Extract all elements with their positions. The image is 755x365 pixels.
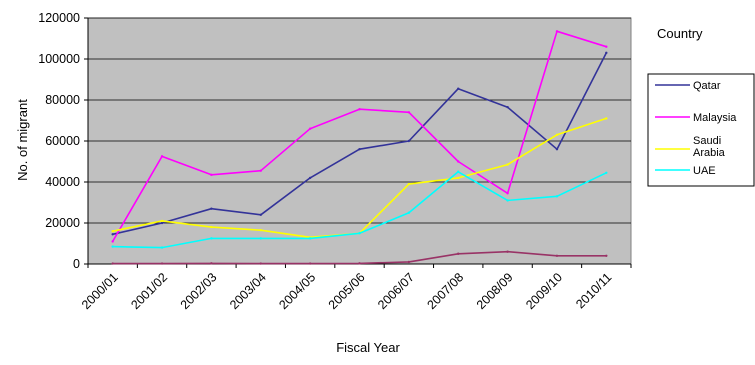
data-point	[160, 246, 164, 249]
data-point	[358, 232, 361, 235]
legend-label: Qatar	[693, 80, 721, 92]
data-point	[506, 250, 509, 253]
data-point	[457, 170, 460, 173]
data-point	[506, 199, 509, 202]
data-point	[259, 262, 262, 265]
x-tick-label: 2001/02	[128, 270, 170, 312]
data-point	[308, 262, 312, 265]
data-point	[407, 211, 411, 214]
data-point	[605, 45, 608, 48]
data-point	[358, 108, 361, 111]
y-axis-title: No. of migrant	[15, 99, 30, 181]
y-tick-label: 60000	[45, 134, 80, 148]
data-point	[259, 228, 262, 232]
data-point	[160, 219, 164, 223]
data-point	[506, 105, 509, 109]
data-point	[358, 148, 361, 151]
data-point	[457, 252, 460, 255]
data-point	[111, 233, 114, 236]
data-point	[210, 207, 213, 210]
data-point	[111, 245, 114, 248]
y-tick-label: 120000	[38, 11, 80, 25]
data-point	[160, 155, 164, 158]
data-point	[407, 111, 411, 114]
y-tick-label: 20000	[45, 216, 80, 230]
legend-label: UAE	[693, 165, 716, 177]
data-point	[111, 262, 114, 265]
data-point	[111, 230, 114, 233]
data-point	[210, 262, 213, 265]
y-tick-label: 0	[73, 257, 80, 271]
data-point	[210, 173, 213, 177]
x-tick-label: 2010/11	[573, 270, 614, 311]
data-point	[259, 237, 262, 240]
x-tick-label: 2007/08	[424, 270, 466, 312]
x-tick-label: 2002/03	[178, 270, 220, 312]
x-tick-label: 2004/05	[276, 270, 318, 312]
data-point	[210, 225, 213, 229]
x-axis-title: Fiscal Year	[336, 340, 400, 355]
data-point	[555, 195, 559, 198]
data-point	[259, 213, 262, 216]
data-point	[555, 133, 559, 137]
x-tick-label: 2008/09	[474, 270, 516, 312]
data-point	[605, 51, 608, 55]
data-point	[259, 169, 262, 172]
data-point	[308, 176, 312, 180]
y-tick-label: 40000	[45, 175, 80, 189]
data-point	[111, 240, 114, 243]
data-point	[555, 254, 559, 257]
data-point	[308, 237, 312, 240]
data-point	[605, 171, 608, 174]
legend-label: Malaysia	[693, 112, 737, 124]
x-tick-label: 2005/06	[326, 270, 368, 312]
data-point	[407, 182, 411, 186]
x-tick-label: 2006/07	[375, 270, 417, 312]
legend-title: Country	[657, 26, 703, 41]
x-tick-label: 2000/01	[79, 270, 121, 312]
data-point	[555, 30, 559, 33]
data-point	[160, 221, 164, 225]
legend-box	[647, 73, 755, 187]
data-point	[407, 260, 411, 264]
data-point	[605, 117, 608, 120]
y-tick-label: 100000	[38, 52, 80, 66]
legend: Qatar Malaysia Saudi Arabia UAE	[647, 73, 755, 187]
data-point	[407, 139, 411, 143]
y-tick-label: 80000	[45, 93, 80, 107]
data-point	[506, 163, 509, 166]
data-point	[555, 148, 559, 151]
data-point	[506, 192, 509, 195]
legend-label: Saudi Arabia	[693, 135, 726, 159]
data-point	[210, 237, 213, 240]
data-point	[358, 262, 361, 265]
x-tick-label: 2003/04	[227, 270, 269, 312]
data-point	[308, 127, 312, 130]
data-point	[457, 87, 460, 90]
data-point	[457, 160, 460, 163]
data-point	[457, 176, 460, 180]
x-tick-label: 2009/10	[523, 270, 565, 312]
data-point	[605, 254, 608, 257]
data-point	[160, 262, 164, 265]
